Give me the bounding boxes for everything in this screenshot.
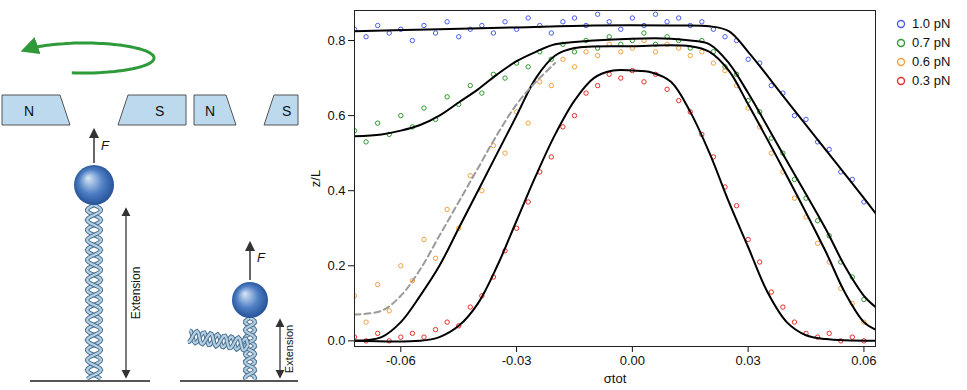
- svg-text:0.0: 0.0: [327, 333, 345, 348]
- svg-text:F: F: [257, 250, 266, 265]
- svg-text:0.8: 0.8: [327, 33, 345, 48]
- svg-text:σtot: σtot: [604, 371, 627, 386]
- svg-text:N: N: [24, 103, 34, 119]
- svg-text:Extension: Extension: [283, 325, 295, 373]
- svg-text:F: F: [101, 138, 110, 153]
- svg-text:0.4: 0.4: [327, 183, 345, 198]
- svg-text:-0.03: -0.03: [502, 353, 532, 368]
- svg-text:0.06: 0.06: [851, 353, 876, 368]
- svg-text:0.03: 0.03: [735, 353, 760, 368]
- svg-text:S: S: [282, 103, 291, 119]
- svg-text:0.2: 0.2: [327, 258, 345, 273]
- html-text:0.3 pN: 0.3 pN: [912, 73, 951, 88]
- svg-text:0.00: 0.00: [620, 353, 645, 368]
- html-text:1.0 pN: 1.0 pN: [912, 16, 951, 31]
- html-text:0.6 pN: 0.6 pN: [912, 54, 951, 69]
- svg-text:S: S: [155, 103, 164, 119]
- svg-text:z/L: z/L: [308, 170, 323, 187]
- svg-text:Extension: Extension: [129, 267, 143, 320]
- svg-text:0.6: 0.6: [327, 108, 345, 123]
- svg-text:-0.06: -0.06: [386, 353, 416, 368]
- svg-text:N: N: [205, 103, 215, 119]
- html-text:0.7 pN: 0.7 pN: [912, 35, 951, 50]
